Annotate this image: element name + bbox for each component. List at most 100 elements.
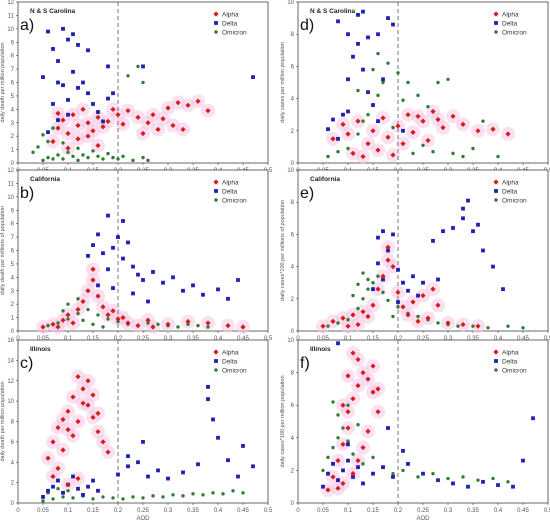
alpha-point xyxy=(360,153,366,160)
y-tick-label: 12 xyxy=(7,0,14,6)
delta-point xyxy=(501,287,505,292)
alpha-point xyxy=(385,257,391,263)
region-title: California xyxy=(310,176,340,183)
alpha-point xyxy=(205,320,211,326)
alpha-point xyxy=(140,130,146,137)
omicron-point xyxy=(191,492,195,496)
delta-point xyxy=(111,245,115,250)
legend-marker-omicron xyxy=(214,368,218,372)
y-tick-label: 8 xyxy=(291,371,295,377)
region-title: Illinois xyxy=(30,346,51,353)
x-tick-label: 0.45 xyxy=(237,508,249,514)
legend-marker-delta xyxy=(494,359,498,363)
alpha-point xyxy=(105,118,111,125)
alpha-point xyxy=(390,264,396,270)
delta-point xyxy=(226,296,230,301)
alpha-point xyxy=(135,114,141,120)
plot-area xyxy=(297,169,549,332)
delta-point xyxy=(476,222,480,227)
alpha-point xyxy=(505,131,511,137)
delta-point xyxy=(161,280,165,285)
omicron-point xyxy=(461,154,465,159)
omicron-point xyxy=(96,154,100,158)
omicron-point xyxy=(61,309,65,313)
legend-label: Omicron xyxy=(222,368,247,375)
legend-marker-delta xyxy=(494,21,498,25)
x-tick-label: 0.5 xyxy=(544,336,550,342)
omicron-point xyxy=(121,154,125,158)
alpha-point xyxy=(75,475,81,482)
region-title: N & S Carolina xyxy=(30,8,76,15)
alpha-point xyxy=(450,113,456,119)
y-tick-label: 4 xyxy=(291,436,295,442)
alpha-point xyxy=(350,471,356,477)
y-tick-label: 10 xyxy=(287,0,294,6)
alpha-point xyxy=(75,306,81,313)
alpha-point xyxy=(50,439,56,445)
delta-point xyxy=(146,299,150,304)
delta-point xyxy=(131,291,135,296)
alpha-point xyxy=(440,124,446,131)
alpha-point xyxy=(100,304,106,310)
omicron-point xyxy=(366,287,370,291)
x-tick-label: 0.05 xyxy=(37,336,49,342)
omicron-point xyxy=(96,313,100,317)
x-tick-label: 0.1 xyxy=(344,336,353,342)
delta-point xyxy=(171,275,175,280)
y-tick-label: 12 xyxy=(7,168,14,174)
y-tick-label: 5 xyxy=(11,262,15,268)
x-tick-label: 0.05 xyxy=(317,508,329,514)
delta-point xyxy=(376,32,380,37)
alpha-point xyxy=(390,152,396,158)
alpha-point xyxy=(55,425,61,431)
alpha-point xyxy=(155,126,161,133)
delta-point xyxy=(326,127,330,132)
omicron-point xyxy=(346,439,350,443)
alpha-point xyxy=(360,444,366,451)
alpha-point xyxy=(365,428,371,434)
alpha-point xyxy=(330,136,336,142)
omicron-point xyxy=(331,400,335,404)
y-tick-label: 9 xyxy=(11,208,15,214)
legend-marker-delta xyxy=(494,189,498,193)
alpha-point xyxy=(145,120,151,126)
legend-marker-alpha xyxy=(213,349,219,355)
omicron-point xyxy=(181,494,185,498)
omicron-point xyxy=(396,305,400,309)
alpha-point xyxy=(180,126,186,133)
x-tick-label: 0.25 xyxy=(137,336,149,342)
omicron-point xyxy=(401,468,405,473)
alpha-point xyxy=(325,487,331,493)
delta-point xyxy=(251,75,255,80)
alpha-point xyxy=(80,386,86,392)
delta-point xyxy=(46,29,50,34)
y-tick-label: 10 xyxy=(7,27,14,33)
delta-point xyxy=(376,261,380,266)
legend-label: Delta xyxy=(502,21,518,28)
y-tick-label: 2 xyxy=(291,129,295,135)
x-tick-label: 0.35 xyxy=(467,336,479,342)
omicron-point xyxy=(86,307,90,312)
alpha-point xyxy=(360,309,366,315)
y-tick-label: 3 xyxy=(11,289,15,295)
x-tick-label: 0.2 xyxy=(394,508,403,514)
alpha-point xyxy=(410,129,416,136)
omicron-point xyxy=(86,155,90,160)
delta-point xyxy=(86,48,90,53)
legend-marker-omicron xyxy=(494,368,498,372)
alpha-point xyxy=(335,485,341,491)
delta-point xyxy=(116,235,120,239)
alpha-point xyxy=(435,116,441,123)
delta-point xyxy=(76,85,80,90)
delta-point xyxy=(66,112,70,117)
delta-point xyxy=(61,83,65,88)
omicron-point xyxy=(436,80,440,85)
y-tick-label: 4 xyxy=(291,265,295,271)
y-tick-label: 8 xyxy=(11,420,15,426)
omicron-point xyxy=(151,494,155,498)
omicron-point xyxy=(76,311,80,316)
delta-point xyxy=(61,26,65,31)
alpha-point xyxy=(85,133,91,139)
omicron-point xyxy=(446,476,450,481)
y-tick-label: 16 xyxy=(7,338,14,344)
